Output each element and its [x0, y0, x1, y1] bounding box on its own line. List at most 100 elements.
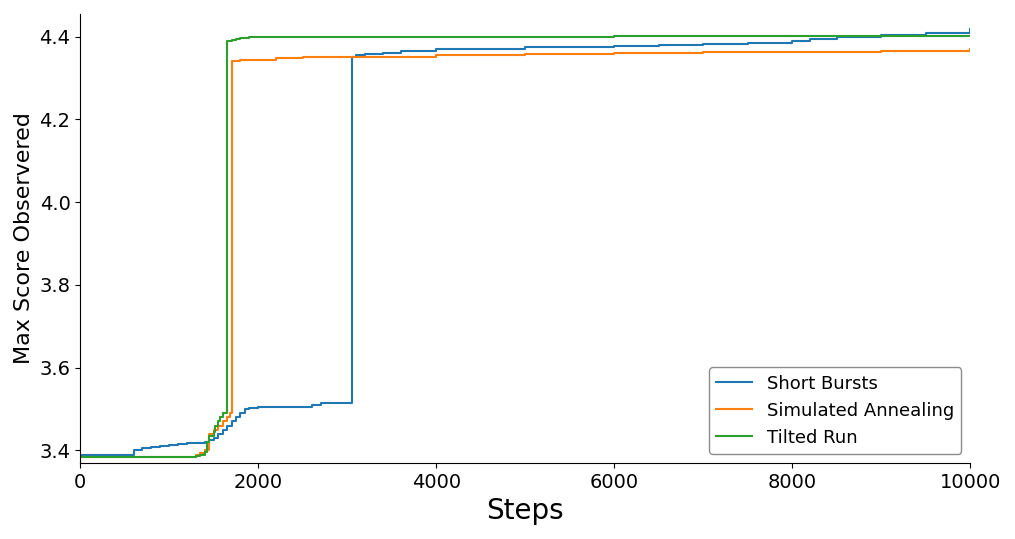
- Tilted Run: [270, 34, 282, 41]
- Short Bursts: [221, 423, 233, 429]
- Simulated Annealing: [221, 414, 233, 420]
- Simulated Annealing: [194, 450, 206, 457]
- Short Bursts: [136, 445, 148, 452]
- Short Bursts: [350, 52, 362, 59]
- Short Bursts: [270, 404, 282, 410]
- Short Bursts: [229, 414, 242, 420]
- Tilted Run: [234, 34, 247, 41]
- Short Bursts: [225, 418, 238, 425]
- Short Bursts: [208, 435, 220, 441]
- Short Bursts: [831, 34, 843, 41]
- Tilted Run: [199, 449, 211, 455]
- Line: Short Bursts: Short Bursts: [80, 29, 970, 454]
- Short Bursts: [345, 54, 357, 60]
- Short Bursts: [964, 26, 976, 32]
- Short Bursts: [239, 406, 251, 412]
- Tilted Run: [697, 33, 709, 39]
- Short Bursts: [742, 40, 754, 46]
- Tilted Run: [214, 414, 226, 420]
- Short Bursts: [306, 402, 318, 408]
- Short Bursts: [359, 51, 371, 57]
- Simulated Annealing: [223, 410, 235, 417]
- Line: Simulated Annealing: Simulated Annealing: [80, 49, 970, 457]
- Tilted Run: [163, 454, 176, 461]
- Simulated Annealing: [208, 426, 220, 433]
- Short Bursts: [74, 451, 86, 458]
- Simulated Annealing: [229, 58, 242, 64]
- Simulated Annealing: [787, 49, 799, 55]
- Tilted Run: [212, 418, 224, 425]
- Tilted Run: [208, 429, 220, 435]
- Short Bursts: [172, 441, 184, 447]
- X-axis label: Steps: Steps: [486, 497, 564, 525]
- Short Bursts: [804, 36, 816, 42]
- Tilted Run: [244, 34, 256, 41]
- Short Bursts: [163, 442, 176, 448]
- Simulated Annealing: [875, 47, 887, 54]
- Simulated Annealing: [128, 453, 140, 460]
- Simulated Annealing: [430, 52, 443, 59]
- Short Bursts: [341, 399, 353, 406]
- Short Bursts: [190, 440, 202, 446]
- Tilted Run: [74, 454, 86, 461]
- Short Bursts: [203, 437, 215, 443]
- Y-axis label: Max Score Observered: Max Score Observered: [14, 113, 33, 364]
- Short Bursts: [261, 404, 273, 410]
- Short Bursts: [332, 399, 344, 406]
- Simulated Annealing: [239, 57, 251, 63]
- Tilted Run: [201, 439, 213, 445]
- Simulated Annealing: [270, 55, 282, 61]
- Short Bursts: [430, 46, 443, 52]
- Tilted Run: [964, 32, 976, 39]
- Tilted Run: [209, 423, 221, 429]
- Tilted Run: [252, 34, 264, 41]
- Short Bursts: [279, 404, 291, 410]
- Short Bursts: [128, 447, 140, 454]
- Tilted Run: [296, 34, 309, 40]
- Tilted Run: [229, 36, 242, 42]
- Short Bursts: [154, 443, 166, 450]
- Simulated Annealing: [244, 57, 256, 63]
- Tilted Run: [110, 454, 122, 461]
- Simulated Annealing: [697, 49, 709, 56]
- Simulated Annealing: [190, 451, 202, 458]
- Short Bursts: [395, 48, 407, 54]
- Simulated Annealing: [296, 54, 309, 60]
- Simulated Annealing: [110, 453, 122, 460]
- Simulated Annealing: [212, 423, 224, 429]
- Short Bursts: [252, 404, 264, 410]
- Tilted Run: [239, 34, 251, 41]
- Tilted Run: [194, 451, 206, 458]
- Short Bursts: [377, 50, 389, 57]
- Tilted Run: [430, 33, 443, 40]
- Simulated Annealing: [74, 453, 86, 460]
- Short Bursts: [920, 29, 932, 36]
- Simulated Annealing: [520, 51, 532, 57]
- Simulated Annealing: [145, 453, 157, 460]
- Short Bursts: [199, 439, 211, 445]
- Short Bursts: [145, 444, 157, 451]
- Short Bursts: [287, 404, 299, 410]
- Tilted Run: [203, 433, 215, 439]
- Tilted Run: [221, 38, 233, 44]
- Simulated Annealing: [252, 57, 264, 63]
- Short Bursts: [100, 451, 113, 458]
- Tilted Run: [341, 33, 353, 40]
- Line: Tilted Run: Tilted Run: [80, 36, 970, 458]
- Short Bursts: [875, 31, 887, 38]
- Short Bursts: [244, 405, 256, 411]
- Short Bursts: [324, 399, 336, 406]
- Simulated Annealing: [163, 453, 176, 460]
- Tilted Run: [190, 453, 202, 459]
- Short Bursts: [787, 38, 799, 44]
- Short Bursts: [212, 431, 224, 437]
- Tilted Run: [608, 33, 620, 39]
- Short Bursts: [296, 404, 309, 410]
- Simulated Annealing: [199, 447, 211, 454]
- Legend: Short Bursts, Simulated Annealing, Tilted Run: Short Bursts, Simulated Annealing, Tilte…: [709, 367, 961, 454]
- Tilted Run: [520, 33, 532, 40]
- Short Bursts: [520, 44, 532, 50]
- Tilted Run: [875, 32, 887, 39]
- Short Bursts: [697, 41, 709, 47]
- Simulated Annealing: [964, 46, 976, 52]
